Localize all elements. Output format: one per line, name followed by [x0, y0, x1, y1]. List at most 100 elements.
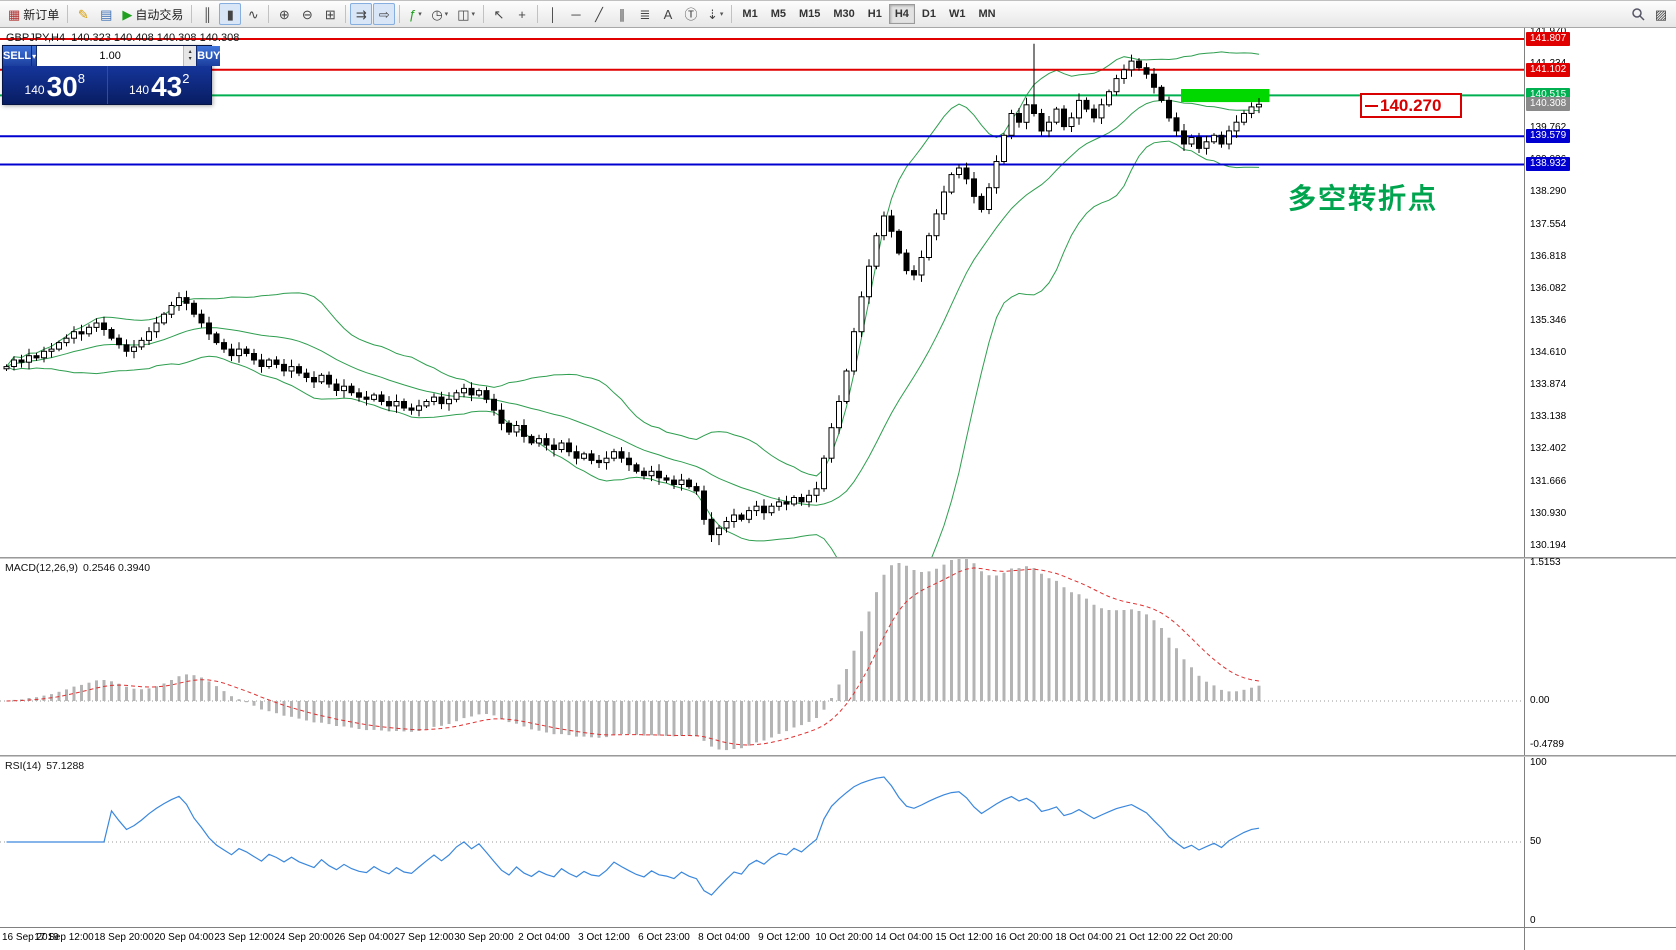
chart-shift-button[interactable]: ⇨ [373, 3, 396, 25]
macd-panel-splitter[interactable] [0, 557, 1676, 559]
time-label: 24 Sep 20:00 [274, 932, 334, 943]
auto-scroll-button-icon: ⇉ [355, 6, 367, 22]
rsi-value: 57.1288 [46, 760, 85, 772]
sell-price-prefix: 140 [24, 83, 45, 97]
autotrading-button[interactable]: ▶ 自动交易 [118, 3, 187, 25]
toolbar-separator [731, 5, 733, 23]
text-button[interactable]: A [657, 3, 679, 25]
time-label: 22 Oct 20:00 [1175, 932, 1233, 943]
crosshair-button[interactable]: + [511, 3, 533, 25]
chart-annotation-text[interactable]: 多空转折点 [1288, 183, 1439, 214]
fibonacci-button[interactable]: ≣ [634, 3, 656, 25]
candlestick-chart-button[interactable]: ▮ [219, 3, 242, 25]
zoom-in-button[interactable]: ⊕ [273, 3, 295, 25]
callout-text: 140.270 [1380, 95, 1442, 115]
timeframe-M30[interactable]: M30 [833, 8, 855, 20]
price-scale-border [1524, 28, 1525, 950]
market-watch-button[interactable]: ▤ [95, 3, 117, 25]
toolbar-separator [483, 5, 484, 23]
price-scale[interactable]: 141.970141.234140.498139.762139.026138.2… [1525, 28, 1676, 950]
tile-windows-button[interactable]: ⊞ [319, 3, 341, 25]
time-axis[interactable]: 16 Sep 2019 17 Sep 12:00 18 Sep 20:00 20 Se… [0, 929, 1524, 950]
templates-button-dropdown[interactable]: ▾ [471, 11, 475, 18]
toolbar-separator [345, 5, 347, 23]
channel-button[interactable]: ∥ [611, 3, 633, 25]
time-label: 3 Oct 12:00 [578, 932, 630, 943]
horizontal-line-button[interactable]: ─ [565, 3, 587, 25]
time-label: 10 Oct 20:00 [815, 932, 873, 943]
toolbar-separator [268, 5, 270, 23]
market-watch-button-icon: ▤ [100, 6, 113, 22]
zoom-out-button[interactable]: ⊖ [296, 3, 318, 25]
macd-canvas[interactable] [0, 559, 1524, 755]
volume-input[interactable] [37, 46, 184, 66]
arrows-button[interactable]: ⇣ ▾ [703, 3, 727, 25]
sell-price-sup: 8 [77, 71, 85, 86]
toolbar-separator [537, 5, 538, 23]
indicators-button[interactable]: ƒ ▾ [404, 3, 426, 25]
autotrading-button-icon: ▶ [122, 6, 133, 22]
buy-button[interactable]: BUY [197, 46, 221, 66]
timeframe-M15[interactable]: M15 [798, 8, 821, 20]
main-chart-canvas[interactable] [0, 28, 1524, 557]
rsi-indicator-label: RSI(14) 57.1288 [5, 760, 84, 772]
text-label-button-icon: Ⓣ [684, 6, 698, 22]
timeframe-M1[interactable]: M1 [742, 8, 758, 20]
volume-stepper[interactable]: ▴ ▾ [183, 46, 197, 66]
periods-button[interactable]: ◷ ▾ [427, 3, 452, 25]
arrows-button-dropdown[interactable]: ▾ [719, 11, 724, 18]
chart-shift-button-icon: ⇨ [378, 6, 390, 22]
candlestick-chart-button-icon: ▮ [226, 6, 234, 22]
trendline-button[interactable]: ╱ [588, 3, 610, 25]
timeframe-W1[interactable]: W1 [948, 8, 966, 20]
timeframe-H1[interactable]: H1 [867, 8, 882, 20]
timeframe-D1[interactable]: D1 [921, 8, 936, 20]
callout-dash [1365, 104, 1378, 107]
scale-tick: -0.4789 [1530, 738, 1564, 750]
time-label: 26 Sep 04:00 [334, 932, 394, 943]
indicators-button-dropdown[interactable]: ▾ [418, 11, 422, 18]
timeframe-H4[interactable]: H4 [888, 4, 915, 24]
scale-tick: 132.402 [1530, 443, 1567, 455]
bar-chart-button[interactable]: ║ [196, 3, 218, 25]
stepper-up-icon[interactable]: ▴ [188, 49, 192, 55]
text-label-button[interactable]: Ⓣ [680, 3, 702, 25]
order-options-dropdown[interactable]: ▾ [31, 46, 37, 66]
cursor-button[interactable]: ↖ [488, 3, 510, 25]
macd-indicator-label: MACD(12,26,9) 0.2546 0.3940 [5, 562, 150, 574]
timeframe-M5[interactable]: M5 [770, 8, 786, 20]
scale-tick: 1.5153 [1530, 556, 1561, 568]
toolbar-separator [191, 5, 193, 23]
auto-scroll-button[interactable]: ⇉ [350, 3, 373, 25]
scale-tick: 100 [1530, 757, 1547, 768]
zoom-out-button-icon: ⊖ [301, 6, 313, 22]
metaeditor-button[interactable]: ✎ [72, 3, 94, 25]
search-button[interactable] [1627, 3, 1649, 25]
timeframe-MN[interactable]: MN [978, 8, 996, 20]
new-order-button-label: 新订单 [23, 7, 60, 22]
scale-tick: 134.610 [1530, 347, 1567, 359]
templates-button[interactable]: ◫ ▾ [453, 3, 479, 25]
price-callout[interactable]: 140.270 [1360, 93, 1462, 119]
new-chart-window-button[interactable]: ▨ [1650, 3, 1672, 25]
scale-tick: 136.818 [1530, 250, 1567, 262]
new-order-button-icon: ▦ [8, 6, 21, 22]
vertical-line-button[interactable]: │ [542, 3, 564, 25]
ohlc-values: 140.323 140.408 140.308 140.308 [71, 32, 240, 44]
new-chart-window-button-icon: ▨ [1654, 6, 1668, 22]
rsi-panel-splitter[interactable] [0, 755, 1676, 757]
rsi-canvas[interactable] [0, 757, 1524, 927]
line-chart-button-icon: ∿ [247, 6, 259, 22]
buy-price-sup: 2 [182, 71, 190, 86]
chevron-down-icon: ▾ [32, 51, 37, 61]
new-order-button[interactable]: ▦ 新订单 [4, 3, 63, 25]
stepper-down-icon[interactable]: ▾ [188, 56, 192, 62]
sell-button[interactable]: SELL [3, 46, 32, 66]
periods-button-dropdown[interactable]: ▾ [444, 11, 449, 18]
line-chart-button[interactable]: ∿ [242, 3, 264, 25]
time-label: 18 Oct 04:00 [1055, 932, 1113, 943]
price-line-label: 141.807 [1526, 31, 1571, 46]
sell-price-button[interactable]: 140 30 8 [3, 66, 107, 104]
buy-price-button[interactable]: 140 43 2 [106, 66, 212, 104]
time-label: 17 Sep 12:00 [34, 932, 94, 943]
